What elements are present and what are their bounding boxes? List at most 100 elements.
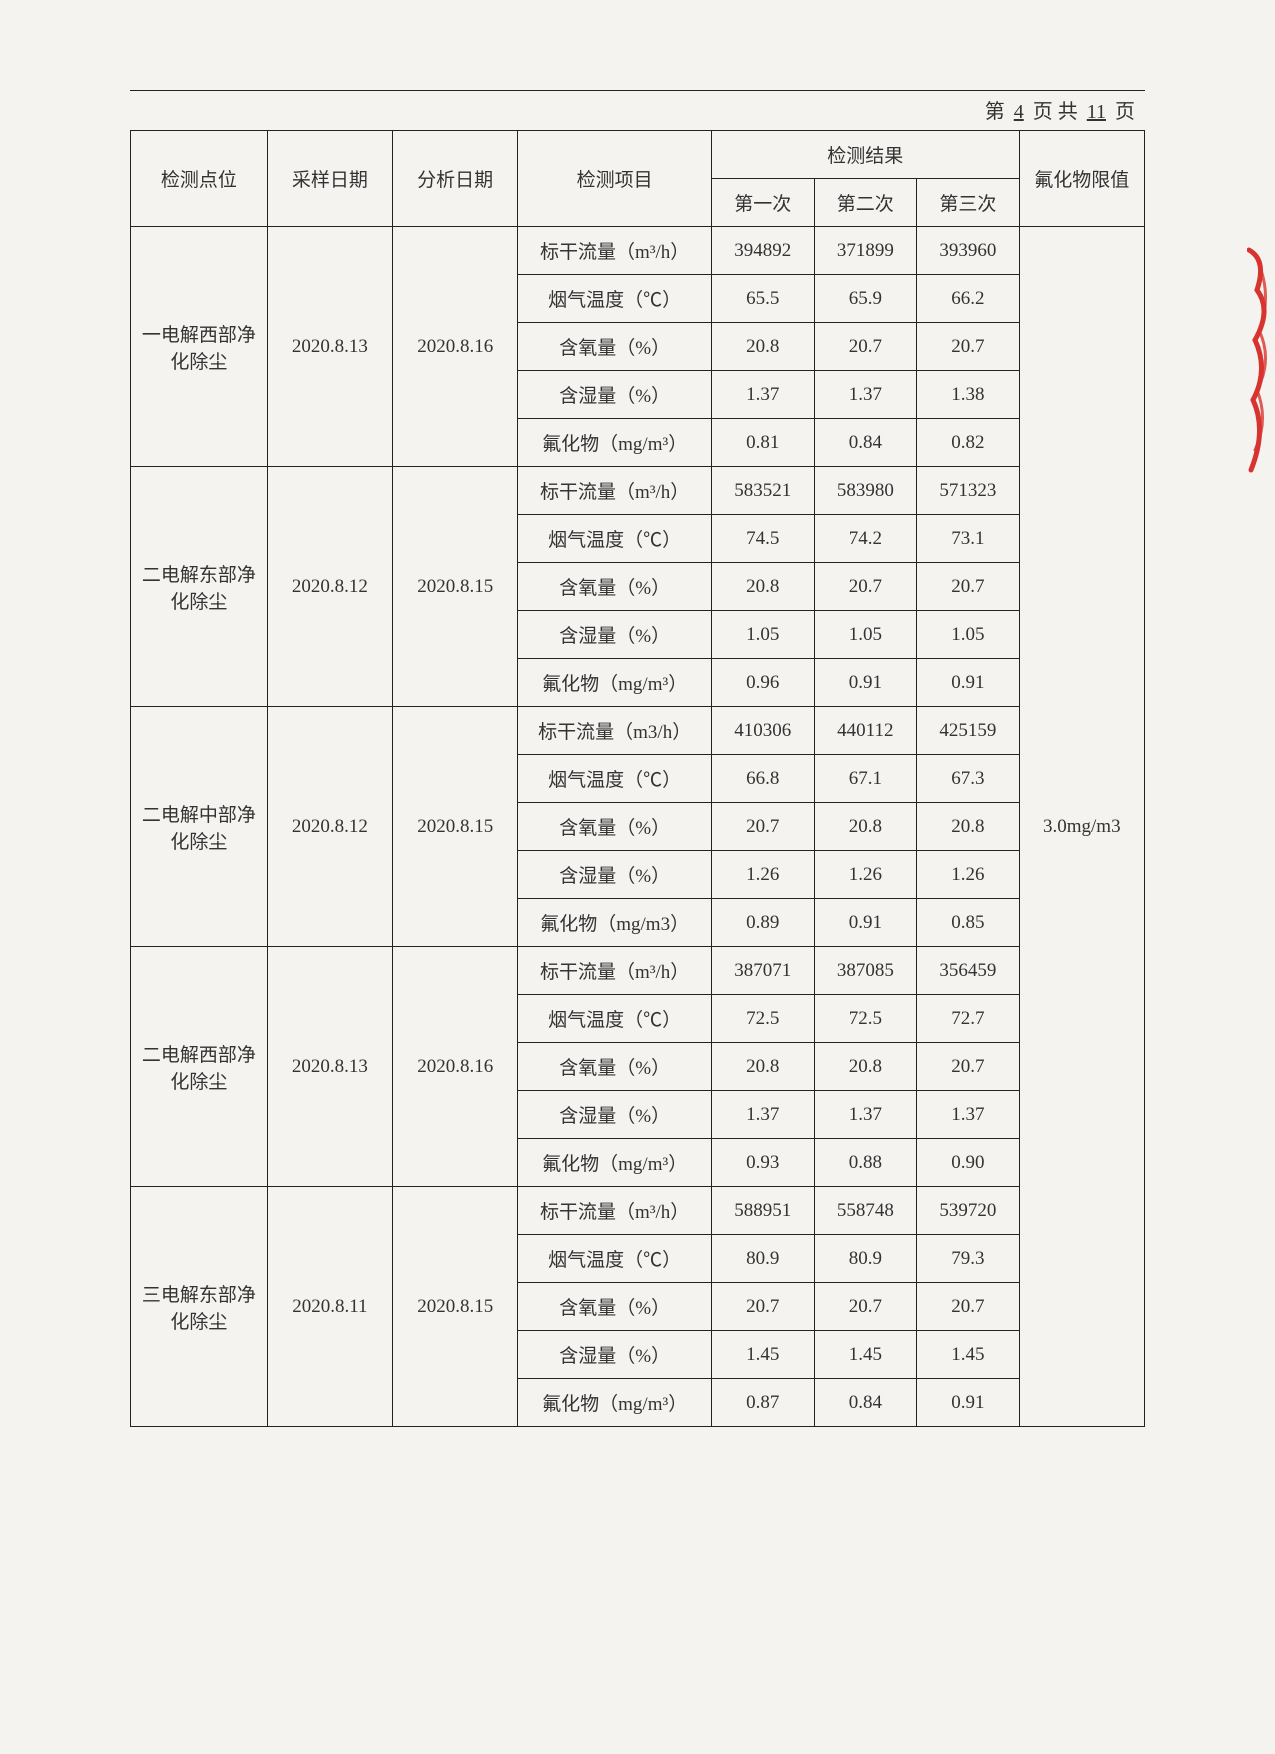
cell-value: 65.5 — [712, 275, 815, 323]
cell-limit: 3.0mg/m3 — [1019, 227, 1144, 1427]
cell-analysis-date: 2020.8.15 — [393, 1187, 518, 1427]
cell-value: 0.90 — [917, 1139, 1020, 1187]
table-row: 一电解西部净化除尘2020.8.132020.8.16标干流量（m³/h）394… — [131, 227, 1145, 275]
cell-value: 72.7 — [917, 995, 1020, 1043]
page-current: 4 — [1010, 101, 1028, 123]
table-body: 一电解西部净化除尘2020.8.132020.8.16标干流量（m³/h）394… — [131, 227, 1145, 1427]
cell-value: 20.7 — [712, 1283, 815, 1331]
cell-value: 0.91 — [917, 659, 1020, 707]
cell-sample-date: 2020.8.13 — [267, 227, 392, 467]
cell-value: 387085 — [814, 947, 917, 995]
cell-value: 0.87 — [712, 1379, 815, 1427]
cell-value: 394892 — [712, 227, 815, 275]
cell-value: 72.5 — [814, 995, 917, 1043]
page-mid: 页 共 — [1033, 101, 1078, 123]
cell-value: 558748 — [814, 1187, 917, 1235]
cell-location: 二电解东部净化除尘 — [131, 467, 268, 707]
cell-value: 0.91 — [917, 1379, 1020, 1427]
th-result-group: 检测结果 — [712, 131, 1020, 179]
cell-sample-date: 2020.8.13 — [267, 947, 392, 1187]
cell-value: 20.8 — [814, 1043, 917, 1091]
cell-value: 1.37 — [814, 371, 917, 419]
cell-value: 0.93 — [712, 1139, 815, 1187]
cell-value: 1.05 — [917, 611, 1020, 659]
cell-test-item: 标干流量（m³/h） — [518, 227, 712, 275]
cell-test-item: 含氧量（%） — [518, 1283, 712, 1331]
cell-value: 410306 — [712, 707, 815, 755]
cell-location: 三电解东部净化除尘 — [131, 1187, 268, 1427]
th-location: 检测点位 — [131, 131, 268, 227]
cell-sample-date: 2020.8.12 — [267, 707, 392, 947]
cell-location: 二电解中部净化除尘 — [131, 707, 268, 947]
cell-value: 1.37 — [814, 1091, 917, 1139]
cell-test-item: 氟化物（mg/m³） — [518, 659, 712, 707]
cell-value: 1.37 — [712, 1091, 815, 1139]
cell-value: 425159 — [917, 707, 1020, 755]
cell-sample-date: 2020.8.12 — [267, 467, 392, 707]
th-r3: 第三次 — [917, 179, 1020, 227]
cell-test-item: 含氧量（%） — [518, 563, 712, 611]
cell-value: 1.45 — [814, 1331, 917, 1379]
cell-test-item: 标干流量（m³/h） — [518, 1187, 712, 1235]
cell-test-item: 含湿量（%） — [518, 371, 712, 419]
table-row: 二电解东部净化除尘2020.8.122020.8.15标干流量（m³/h）583… — [131, 467, 1145, 515]
cell-value: 1.05 — [814, 611, 917, 659]
cell-value: 0.96 — [712, 659, 815, 707]
cell-value: 583521 — [712, 467, 815, 515]
cell-test-item: 氟化物（mg/m³） — [518, 1379, 712, 1427]
cell-value: 67.1 — [814, 755, 917, 803]
cell-value: 1.45 — [917, 1331, 1020, 1379]
cell-value: 1.37 — [917, 1091, 1020, 1139]
cell-value: 1.37 — [712, 371, 815, 419]
cell-value: 0.82 — [917, 419, 1020, 467]
cell-value: 66.2 — [917, 275, 1020, 323]
cell-test-item: 烟气温度（℃） — [518, 275, 712, 323]
cell-location: 二电解西部净化除尘 — [131, 947, 268, 1187]
cell-value: 67.3 — [917, 755, 1020, 803]
cell-analysis-date: 2020.8.15 — [393, 707, 518, 947]
cell-value: 79.3 — [917, 1235, 1020, 1283]
cell-value: 20.7 — [814, 563, 917, 611]
cell-value: 20.8 — [917, 803, 1020, 851]
cell-test-item: 含氧量（%） — [518, 1043, 712, 1091]
cell-test-item: 烟气温度（℃） — [518, 995, 712, 1043]
cell-test-item: 含氧量（%） — [518, 803, 712, 851]
cell-value: 371899 — [814, 227, 917, 275]
cell-test-item: 烟气温度（℃） — [518, 1235, 712, 1283]
cell-value: 20.8 — [814, 803, 917, 851]
header-rule — [130, 90, 1145, 91]
data-table: 检测点位 采样日期 分析日期 检测项目 检测结果 氟化物限值 第一次 第二次 第… — [130, 130, 1145, 1427]
cell-value: 583980 — [814, 467, 917, 515]
cell-value: 1.38 — [917, 371, 1020, 419]
th-test-item: 检测项目 — [518, 131, 712, 227]
cell-value: 20.8 — [712, 323, 815, 371]
cell-test-item: 氟化物（mg/m³） — [518, 419, 712, 467]
cell-value: 0.84 — [814, 1379, 917, 1427]
cell-value: 74.5 — [712, 515, 815, 563]
cell-value: 0.91 — [814, 899, 917, 947]
th-sample-date: 采样日期 — [267, 131, 392, 227]
cell-test-item: 烟气温度（℃） — [518, 755, 712, 803]
cell-test-item: 标干流量（m³/h） — [518, 947, 712, 995]
cell-value: 539720 — [917, 1187, 1020, 1235]
table-head: 检测点位 采样日期 分析日期 检测项目 检测结果 氟化物限值 第一次 第二次 第… — [131, 131, 1145, 227]
cell-sample-date: 2020.8.11 — [267, 1187, 392, 1427]
cell-value: 356459 — [917, 947, 1020, 995]
cell-value: 1.26 — [814, 851, 917, 899]
cell-test-item: 烟气温度（℃） — [518, 515, 712, 563]
page-prefix: 第 — [985, 101, 1005, 123]
cell-value: 74.2 — [814, 515, 917, 563]
cell-value: 20.8 — [712, 1043, 815, 1091]
cell-value: 80.9 — [712, 1235, 815, 1283]
cell-value: 20.7 — [917, 563, 1020, 611]
cell-value: 73.1 — [917, 515, 1020, 563]
cell-test-item: 含湿量（%） — [518, 611, 712, 659]
th-limit: 氟化物限值 — [1019, 131, 1144, 227]
page-container: 第 4 页 共 11 页 检测点位 采样日期 分析日期 检测项目 检测结果 氟化… — [0, 0, 1275, 1427]
cell-value: 72.5 — [712, 995, 815, 1043]
table-row: 二电解中部净化除尘2020.8.122020.8.15标干流量（m3/h）410… — [131, 707, 1145, 755]
cell-value: 20.8 — [712, 563, 815, 611]
cell-value: 1.45 — [712, 1331, 815, 1379]
th-r1: 第一次 — [712, 179, 815, 227]
th-analysis-date: 分析日期 — [393, 131, 518, 227]
